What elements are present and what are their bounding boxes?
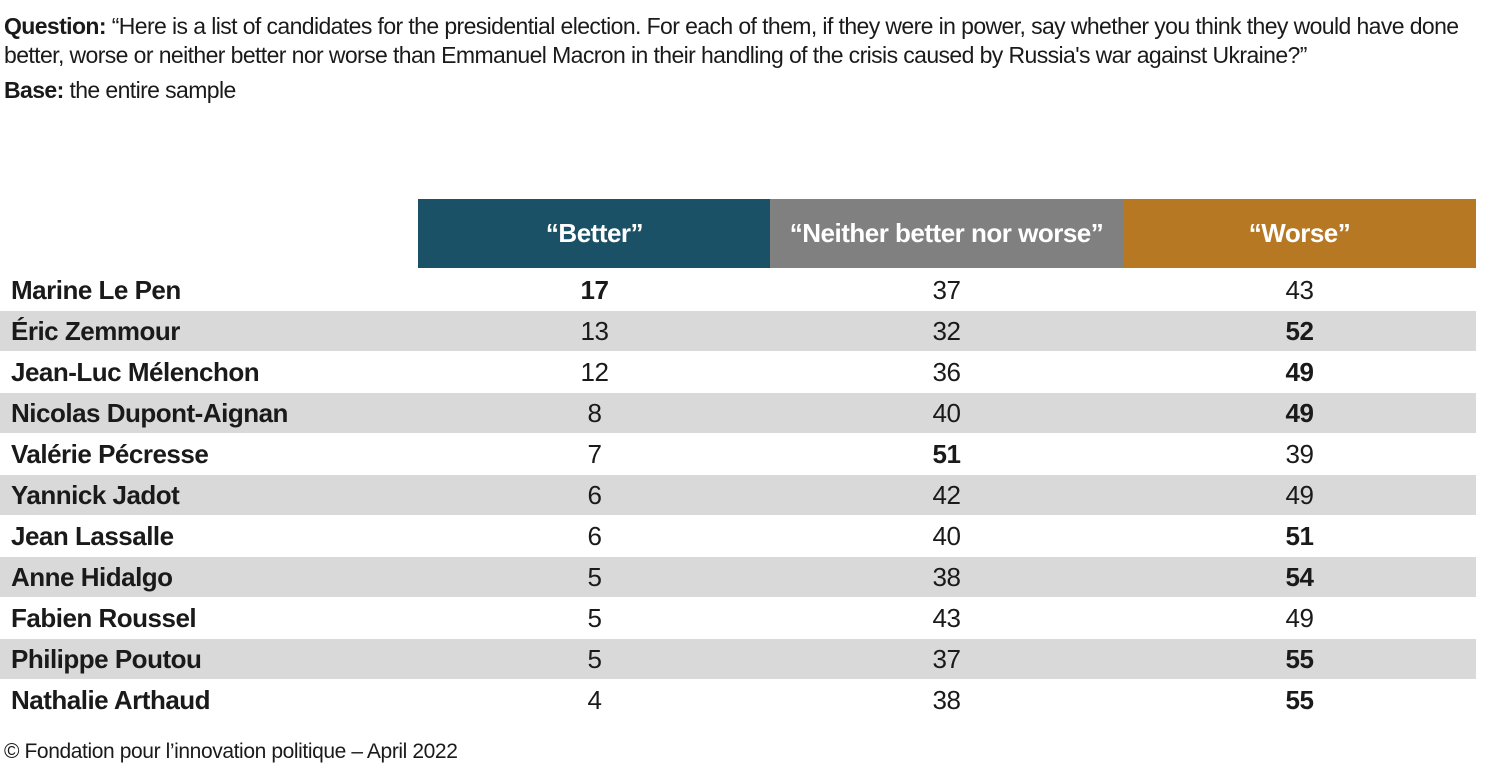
value-cell: 37 <box>932 644 961 674</box>
column-header: “Better” <box>418 199 771 268</box>
value-cell: 49 <box>1285 480 1314 510</box>
row-stripe <box>0 475 1476 515</box>
base-label: Base: <box>4 77 64 103</box>
value-cell: 8 <box>587 398 602 428</box>
value-cell: 55 <box>1285 685 1314 715</box>
row-name: Jean-Luc Mélenchon <box>11 357 260 387</box>
row-name: Anne Hidalgo <box>11 562 173 592</box>
value-cell: 43 <box>1285 275 1314 305</box>
base-text: the entire sample <box>69 77 236 103</box>
row-stripe <box>0 393 1476 433</box>
row-name: Nicolas Dupont-Aignan <box>11 398 288 428</box>
value-cell: 17 <box>580 275 609 305</box>
value-cell: 40 <box>932 521 961 551</box>
value-cell: 6 <box>587 521 602 551</box>
value-cell: 39 <box>1285 439 1314 469</box>
value-cell: 38 <box>932 562 961 592</box>
row-name: Jean Lassalle <box>11 521 174 551</box>
row-name: Marine Le Pen <box>11 275 181 305</box>
value-cell: 43 <box>932 603 961 633</box>
value-cell: 5 <box>587 562 602 592</box>
row-name: Philippe Poutou <box>11 644 202 674</box>
value-cell: 42 <box>932 480 961 510</box>
value-cell: 6 <box>587 480 602 510</box>
value-cell: 49 <box>1285 398 1314 428</box>
row-stripe <box>0 311 1476 351</box>
intro: Question: “Here is a list of candidates … <box>4 12 1474 105</box>
value-cell: 40 <box>932 398 961 428</box>
base: Base: the entire sample <box>4 76 1474 105</box>
value-cell: 49 <box>1285 603 1314 633</box>
value-cell: 54 <box>1285 562 1314 592</box>
question-label: Question: <box>4 13 107 39</box>
row-stripe <box>0 557 1476 597</box>
value-cell: 4 <box>587 685 602 715</box>
value-cell: 51 <box>932 439 961 469</box>
value-cell: 36 <box>932 357 961 387</box>
value-cell: 13 <box>580 316 609 346</box>
row-name: Yannick Jadot <box>11 480 180 510</box>
value-cell: 55 <box>1285 644 1314 674</box>
value-cell: 37 <box>932 275 961 305</box>
column-header: “Neither better nor worse” <box>770 199 1123 268</box>
value-cell: 52 <box>1285 316 1314 346</box>
value-cell: 5 <box>587 644 602 674</box>
question: Question: “Here is a list of candidates … <box>4 12 1474 70</box>
value-cell: 5 <box>587 603 602 633</box>
column-header: “Worse” <box>1123 199 1476 268</box>
row-name: Éric Zemmour <box>11 316 180 346</box>
row-name: Fabien Roussel <box>11 603 197 633</box>
question-text: “Here is a list of candidates for the pr… <box>4 13 1459 68</box>
row-name: Valérie Pécresse <box>11 439 209 469</box>
value-cell: 51 <box>1285 521 1314 551</box>
footer: © Fondation pour l’innovation politique … <box>4 740 458 763</box>
row-stripe <box>0 639 1476 679</box>
value-cell: 7 <box>587 439 602 469</box>
value-cell: 38 <box>932 685 961 715</box>
value-cell: 49 <box>1285 357 1314 387</box>
value-cell: 32 <box>932 316 961 346</box>
row-name: Nathalie Arthaud <box>11 685 211 715</box>
value-cell: 12 <box>580 357 609 387</box>
